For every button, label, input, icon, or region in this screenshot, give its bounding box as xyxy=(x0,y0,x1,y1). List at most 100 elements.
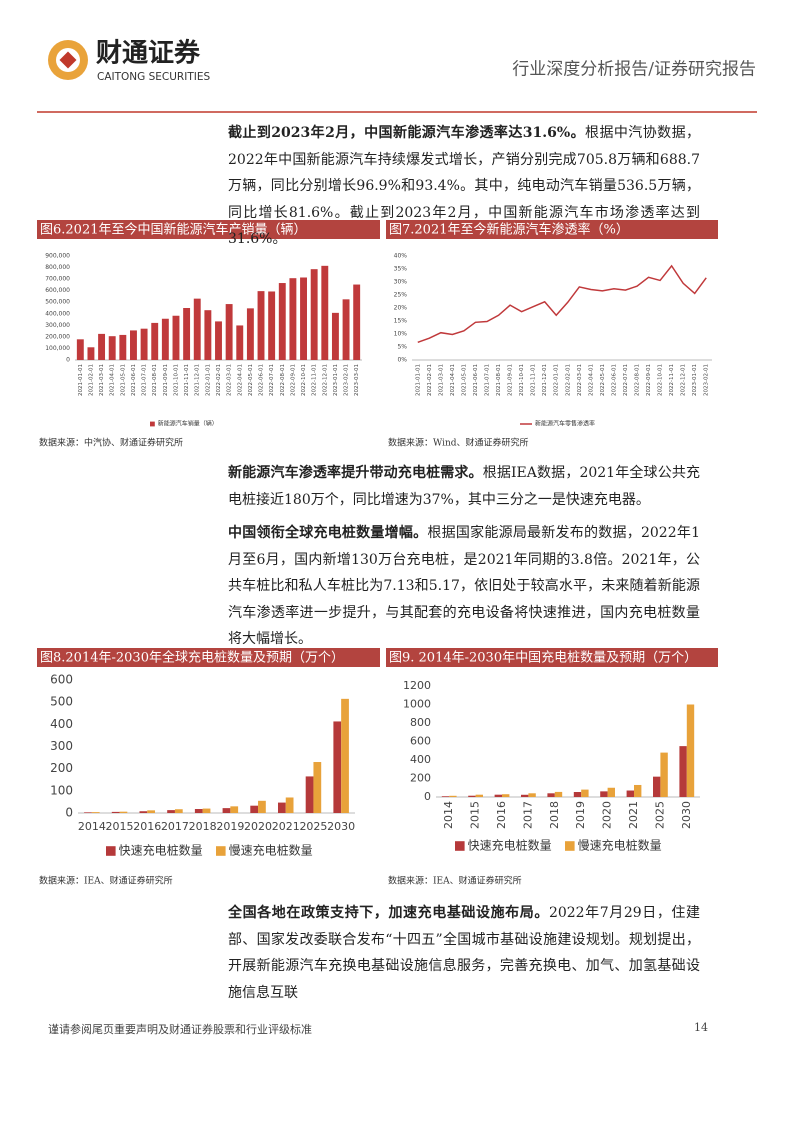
bar xyxy=(679,746,687,797)
legend-swatch xyxy=(565,841,575,851)
x-tick-label: 2023-01-01 xyxy=(692,364,698,396)
x-tick-label: 2021-08-01 xyxy=(152,364,158,396)
x-tick-label: 2021-01-01 xyxy=(415,364,421,396)
figure-title-bar xyxy=(37,220,380,239)
x-tick-label: 2022-02-01 xyxy=(565,364,571,396)
legend-label: 快速充电桩数量 xyxy=(468,838,552,853)
x-tick-label: 2021-11-01 xyxy=(184,364,190,396)
bar xyxy=(554,791,563,797)
y-tick-label: 400 xyxy=(410,753,431,766)
y-tick-label: 400 xyxy=(50,717,73,731)
legend-label: 慢速充电桩数量 xyxy=(229,843,313,858)
bar xyxy=(607,787,615,797)
bar xyxy=(331,312,339,360)
x-tick-label: 2022-03-01 xyxy=(227,364,233,396)
figure-title: 图8.2014年-2030年全球充电桩数量及预期（万个） xyxy=(40,650,344,666)
y-tick-label: 700,000 xyxy=(45,276,70,283)
figure-title: 图7.2021年至今新能源汽车渗透率（%） xyxy=(389,222,629,238)
bar xyxy=(310,269,318,360)
bar xyxy=(502,794,510,797)
x-tick-label: 2021-06-01 xyxy=(473,364,479,396)
bar xyxy=(151,322,159,360)
body-text: 根据中汽协数据，2022年中国新能源汽车持续爆发式增长，产销分别完成705.8万… xyxy=(228,125,701,247)
x-tick-label: 2021 xyxy=(627,801,640,829)
footer-disclaimer: 谨请参阅尾页重要声明及财通证券股票和行业评级标准 xyxy=(48,1023,312,1036)
bar xyxy=(161,318,169,360)
y-tick-label: 800,000 xyxy=(45,264,70,271)
x-tick-label: 2022-09-01 xyxy=(646,364,652,396)
legend-swatch xyxy=(150,421,155,427)
bar xyxy=(139,811,148,813)
bar xyxy=(111,811,120,813)
bar xyxy=(119,334,127,360)
legend-label: 慢速充电桩数量 xyxy=(578,838,662,853)
x-tick-label: 2019 xyxy=(574,801,587,829)
figure-title: 图6.2021年至今中国新能源汽车产销量（辆） xyxy=(40,222,307,238)
bar xyxy=(222,808,231,813)
bar xyxy=(581,789,589,797)
x-tick-label: 2020 xyxy=(244,820,272,833)
bar xyxy=(246,308,254,360)
x-tick-label: 2022-06-01 xyxy=(259,364,265,396)
paragraph: 新能源汽车渗透率提升带动充电桩需求。根据IEA数据，2021年全球公共充电桩接近… xyxy=(228,460,700,513)
bar xyxy=(257,291,265,360)
x-tick-label: 2022-10-01 xyxy=(301,364,307,396)
bar xyxy=(468,795,476,797)
x-tick-label: 2023-02-01 xyxy=(344,364,350,396)
figure-source: 数据来源：IEA、财通证券研究所 xyxy=(388,875,522,887)
y-tick-label: 300,000 xyxy=(45,322,70,329)
bar xyxy=(204,310,212,360)
bar xyxy=(342,299,350,360)
bar xyxy=(172,315,180,360)
page-number: 14 xyxy=(694,1021,708,1034)
x-tick-label: 2022-08-01 xyxy=(635,364,641,396)
x-tick-label: 2023-01-01 xyxy=(333,364,339,396)
y-tick-label: 900,000 xyxy=(45,253,70,260)
x-tick-label: 2022-12-01 xyxy=(681,364,687,396)
bar xyxy=(300,277,307,360)
bar xyxy=(91,812,100,813)
y-tick-label: 35% xyxy=(394,266,408,273)
x-tick-label: 2025 xyxy=(299,820,327,833)
x-tick-label: 2021-03-01 xyxy=(99,364,105,396)
x-tick-label: 2021-10-01 xyxy=(519,364,525,396)
legend-label: 新能源汽车销量（辆） xyxy=(158,420,218,428)
x-tick-label: 2022-03-01 xyxy=(577,364,583,396)
bar xyxy=(341,698,349,813)
y-tick-label: 600,000 xyxy=(45,287,70,294)
x-tick-label: 2021-02-01 xyxy=(427,364,433,396)
figure-source: 数据来源：Wind、财通证券研究所 xyxy=(388,437,529,449)
bar xyxy=(108,336,116,360)
x-tick-label: 2022-04-01 xyxy=(237,364,243,396)
bar xyxy=(285,797,294,813)
x-tick-label: 2021-09-01 xyxy=(508,364,514,396)
x-tick-label: 2022-10-01 xyxy=(658,364,664,396)
bar xyxy=(660,752,668,797)
bar xyxy=(174,809,183,813)
legend-swatch xyxy=(106,846,116,856)
bar xyxy=(84,812,92,813)
x-tick-label: 2022-11-01 xyxy=(312,364,318,396)
x-tick-label: 2017 xyxy=(521,801,534,829)
bar xyxy=(475,794,483,797)
y-tick-label: 200 xyxy=(410,772,431,785)
x-tick-label: 2018 xyxy=(548,801,561,829)
bar xyxy=(686,704,695,797)
bar xyxy=(547,793,555,797)
legend-swatch xyxy=(455,841,465,851)
y-tick-label: 0 xyxy=(66,357,70,364)
legend-label: 快速充电桩数量 xyxy=(119,843,203,858)
x-tick-label: 2017 xyxy=(161,820,189,833)
x-tick-label: 2014 xyxy=(442,801,455,829)
bar xyxy=(305,776,314,813)
y-tick-label: 400,000 xyxy=(45,310,70,317)
bar xyxy=(225,304,233,360)
bar xyxy=(119,811,128,813)
x-tick-label: 2018 xyxy=(189,820,217,833)
x-tick-label: 2022-11-01 xyxy=(669,364,675,396)
x-tick-label: 2021-07-01 xyxy=(142,364,148,396)
bar xyxy=(278,283,286,360)
y-tick-label: 200 xyxy=(50,761,73,775)
bar xyxy=(258,800,266,813)
